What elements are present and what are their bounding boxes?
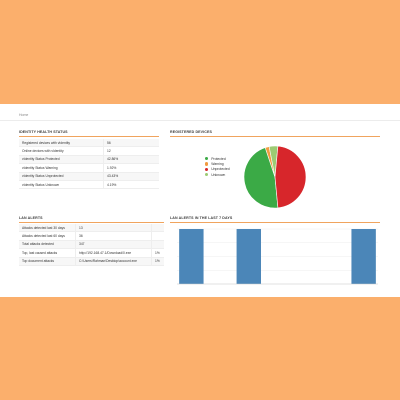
- lan-alerts-cell: Top, last caused attacks: [19, 248, 76, 258]
- lan-alerts-title: LAN ALERTS: [19, 216, 43, 220]
- lan-alerts-cell: 347: [75, 240, 152, 250]
- identity-status-row: Online devices with vIdentity 12: [19, 146, 159, 156]
- lan-alerts-cell: 1%: [151, 248, 164, 258]
- pie-legend: Protected Warning Unprotected Unknown: [205, 156, 230, 178]
- legend-swatch: [205, 162, 209, 166]
- identity-status-rule: [19, 136, 159, 137]
- identity-status-cell: Registered devices with vIdentity: [19, 139, 104, 148]
- identity-status-row: vIdentity Status Unknown 4.19%: [19, 180, 159, 190]
- identity-status-cell: 4.19%: [103, 180, 159, 190]
- identity-status-cell: 42.86%: [103, 155, 159, 165]
- identity-status-cell: Online devices with vIdentity: [19, 146, 104, 156]
- lan-alerts-cell: 36: [75, 231, 152, 241]
- lan-alerts-cell: 1%: [151, 257, 164, 266]
- bar-day-1[interactable]: [179, 229, 204, 284]
- legend-item-unknown[interactable]: Unknown: [205, 172, 230, 177]
- lan-alerts-cell: [151, 240, 164, 250]
- lan-alerts-cell: C:\Users\Rahman\Desktop\account.exe: [75, 257, 152, 266]
- lan-alerts-cell: [151, 224, 164, 233]
- legend-label: Warning: [211, 162, 224, 167]
- header-divider: [0, 120, 400, 121]
- legend-swatch: [205, 157, 209, 161]
- breadcrumb-home[interactable]: Home: [19, 113, 29, 117]
- legend-item-unprotected[interactable]: Unprotected: [205, 167, 230, 172]
- legend-item-warning[interactable]: Warning: [205, 161, 230, 166]
- identity-status-cell: 56: [103, 139, 159, 148]
- registered-devices-title: REGISTERED DEVICES: [170, 130, 212, 134]
- identity-status-cell: 1.92%: [103, 163, 159, 173]
- identity-status-title: IDENTITY HEALTH STATUS: [19, 130, 68, 134]
- identity-status-table: Registered devices with vIdentity 56 Onlin…: [19, 139, 159, 190]
- lan-alerts-cell: Attacks detected last 60 days: [19, 231, 76, 241]
- identity-status-row: vIdentity Status Warning 1.92%: [19, 163, 159, 173]
- lan-alerts-row: Attacks detected last 60 days 36: [19, 231, 164, 241]
- lan-alerts-row: Top, last caused attacks http://192.168.4…: [19, 248, 164, 258]
- lan-alerts-table: Attacks detected last 30 days 13 Attacks d…: [19, 224, 164, 266]
- bar-day-3[interactable]: [236, 229, 261, 284]
- identity-status-cell: vIdentity Status Unprotected: [19, 172, 104, 181]
- legend-swatch: [205, 167, 209, 172]
- lan-alerts-cell: 13: [75, 224, 152, 233]
- lan-chart-title: LAN ALERTS IN THE LAST 7 DAYS: [170, 216, 233, 220]
- legend-label: Unprotected: [211, 167, 230, 172]
- lan-alerts-rule: [19, 222, 164, 223]
- lan-alerts-row: Attacks detected last 30 days 13: [19, 224, 164, 233]
- bar-day-7[interactable]: [351, 229, 376, 284]
- lan-alerts-body: Attacks detected last 30 days 13 Attacks d…: [19, 224, 164, 266]
- lan-alerts-cell: Top document attacks: [19, 257, 76, 266]
- identity-status-cell: vIdentity Status Unknown: [19, 180, 104, 190]
- pie-slice-unprotected[interactable]: [274, 145, 307, 209]
- lan-alerts-bar-chart: [177, 228, 378, 285]
- legend-label: Unknown: [211, 172, 226, 177]
- lan-alerts-cell: http://192.168.47.1/Download/0.exe: [75, 248, 152, 258]
- identity-status-row: Registered devices with vIdentity 56: [19, 139, 159, 148]
- pie-slice-protected[interactable]: [243, 147, 279, 209]
- lan-alerts-cell: [151, 231, 164, 241]
- legend-item-protected[interactable]: Protected: [205, 156, 230, 161]
- registered-devices-rule: [170, 136, 380, 137]
- lan-alerts-cell: Total attacks detected: [19, 240, 76, 250]
- dashboard-screen: Home IDENTITY HEALTH STATUS Registered d…: [0, 104, 400, 297]
- identity-status-row: vIdentity Status Unprotected 43.43%: [19, 172, 159, 181]
- lan-alerts-cell: Attacks detected last 30 days: [19, 224, 76, 233]
- identity-status-body: Registered devices with vIdentity 56 Onlin…: [19, 139, 159, 190]
- identity-status-cell: 43.43%: [103, 172, 159, 181]
- lan-alerts-row: Total attacks detected 347: [19, 240, 164, 250]
- legend-label: Protected: [211, 156, 226, 161]
- registered-devices-pie-chart: [243, 145, 307, 209]
- identity-status-cell: vIdentity Status Protected: [19, 155, 104, 165]
- lan-alerts-row: Top document attacks C:\Users\Rahman\Desk…: [19, 257, 164, 266]
- identity-status-row: vIdentity Status Protected 42.86%: [19, 155, 159, 165]
- legend-swatch: [205, 173, 209, 177]
- identity-status-cell: vIdentity Status Warning: [19, 163, 104, 173]
- identity-status-cell: 12: [103, 146, 159, 156]
- lan-chart-rule: [170, 222, 380, 223]
